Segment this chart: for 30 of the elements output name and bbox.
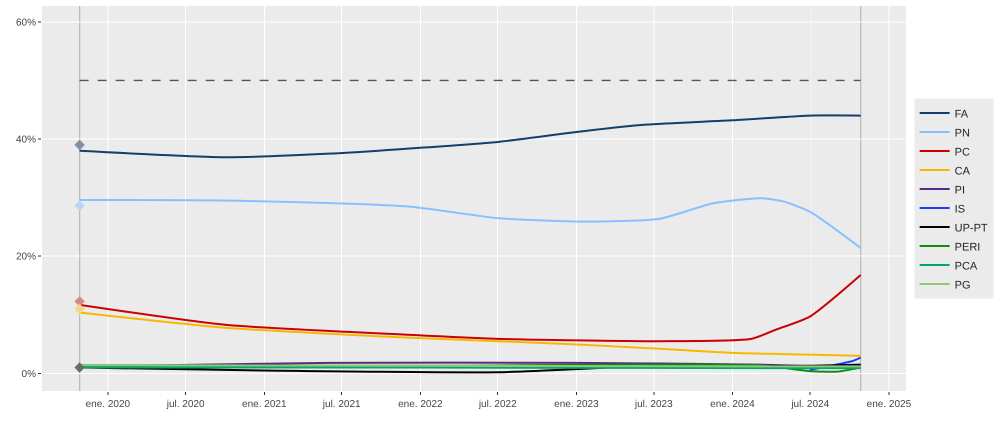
legend-label: UP-PT — [954, 222, 988, 234]
y-tick-label: 60% — [16, 17, 36, 28]
point — [74, 200, 85, 212]
point — [74, 304, 85, 314]
point — [74, 140, 85, 150]
legend-label: PCA — [954, 260, 978, 272]
legend-label: FA — [954, 108, 969, 120]
x-tick-label: jul. 2022 — [478, 399, 518, 410]
x-tick-label: ene. 2020 — [86, 399, 131, 410]
x-tick-label: ene. 2023 — [554, 399, 600, 410]
x-tick-label: jul. 2023 — [634, 399, 674, 410]
legend-label: PI — [954, 184, 966, 196]
x-tick-label: ene. 2021 — [242, 399, 287, 410]
x-tick-label: jul. 2020 — [166, 399, 205, 410]
legend-label: PERI — [954, 241, 980, 254]
x-tick-label: jul. 2024 — [790, 399, 830, 410]
x-tick-label: ene. 2025 — [866, 399, 912, 410]
legend-label: PN — [954, 127, 970, 140]
y-tick-label: 0% — [22, 368, 36, 380]
y-tick-label: 20% — [16, 252, 36, 263]
x-tick-label: ene. 2024 — [710, 399, 756, 410]
legend-label: PG — [954, 279, 971, 292]
x-tick-label: jul. 2021 — [322, 399, 362, 410]
point — [74, 362, 85, 373]
point — [74, 296, 85, 307]
legend-label: CA — [954, 165, 971, 178]
legend-label: PC — [954, 146, 970, 158]
legend-label: IS — [954, 203, 966, 216]
y-tick-label: 40% — [16, 134, 36, 146]
x-tick-label: ene. 2022 — [398, 399, 444, 410]
